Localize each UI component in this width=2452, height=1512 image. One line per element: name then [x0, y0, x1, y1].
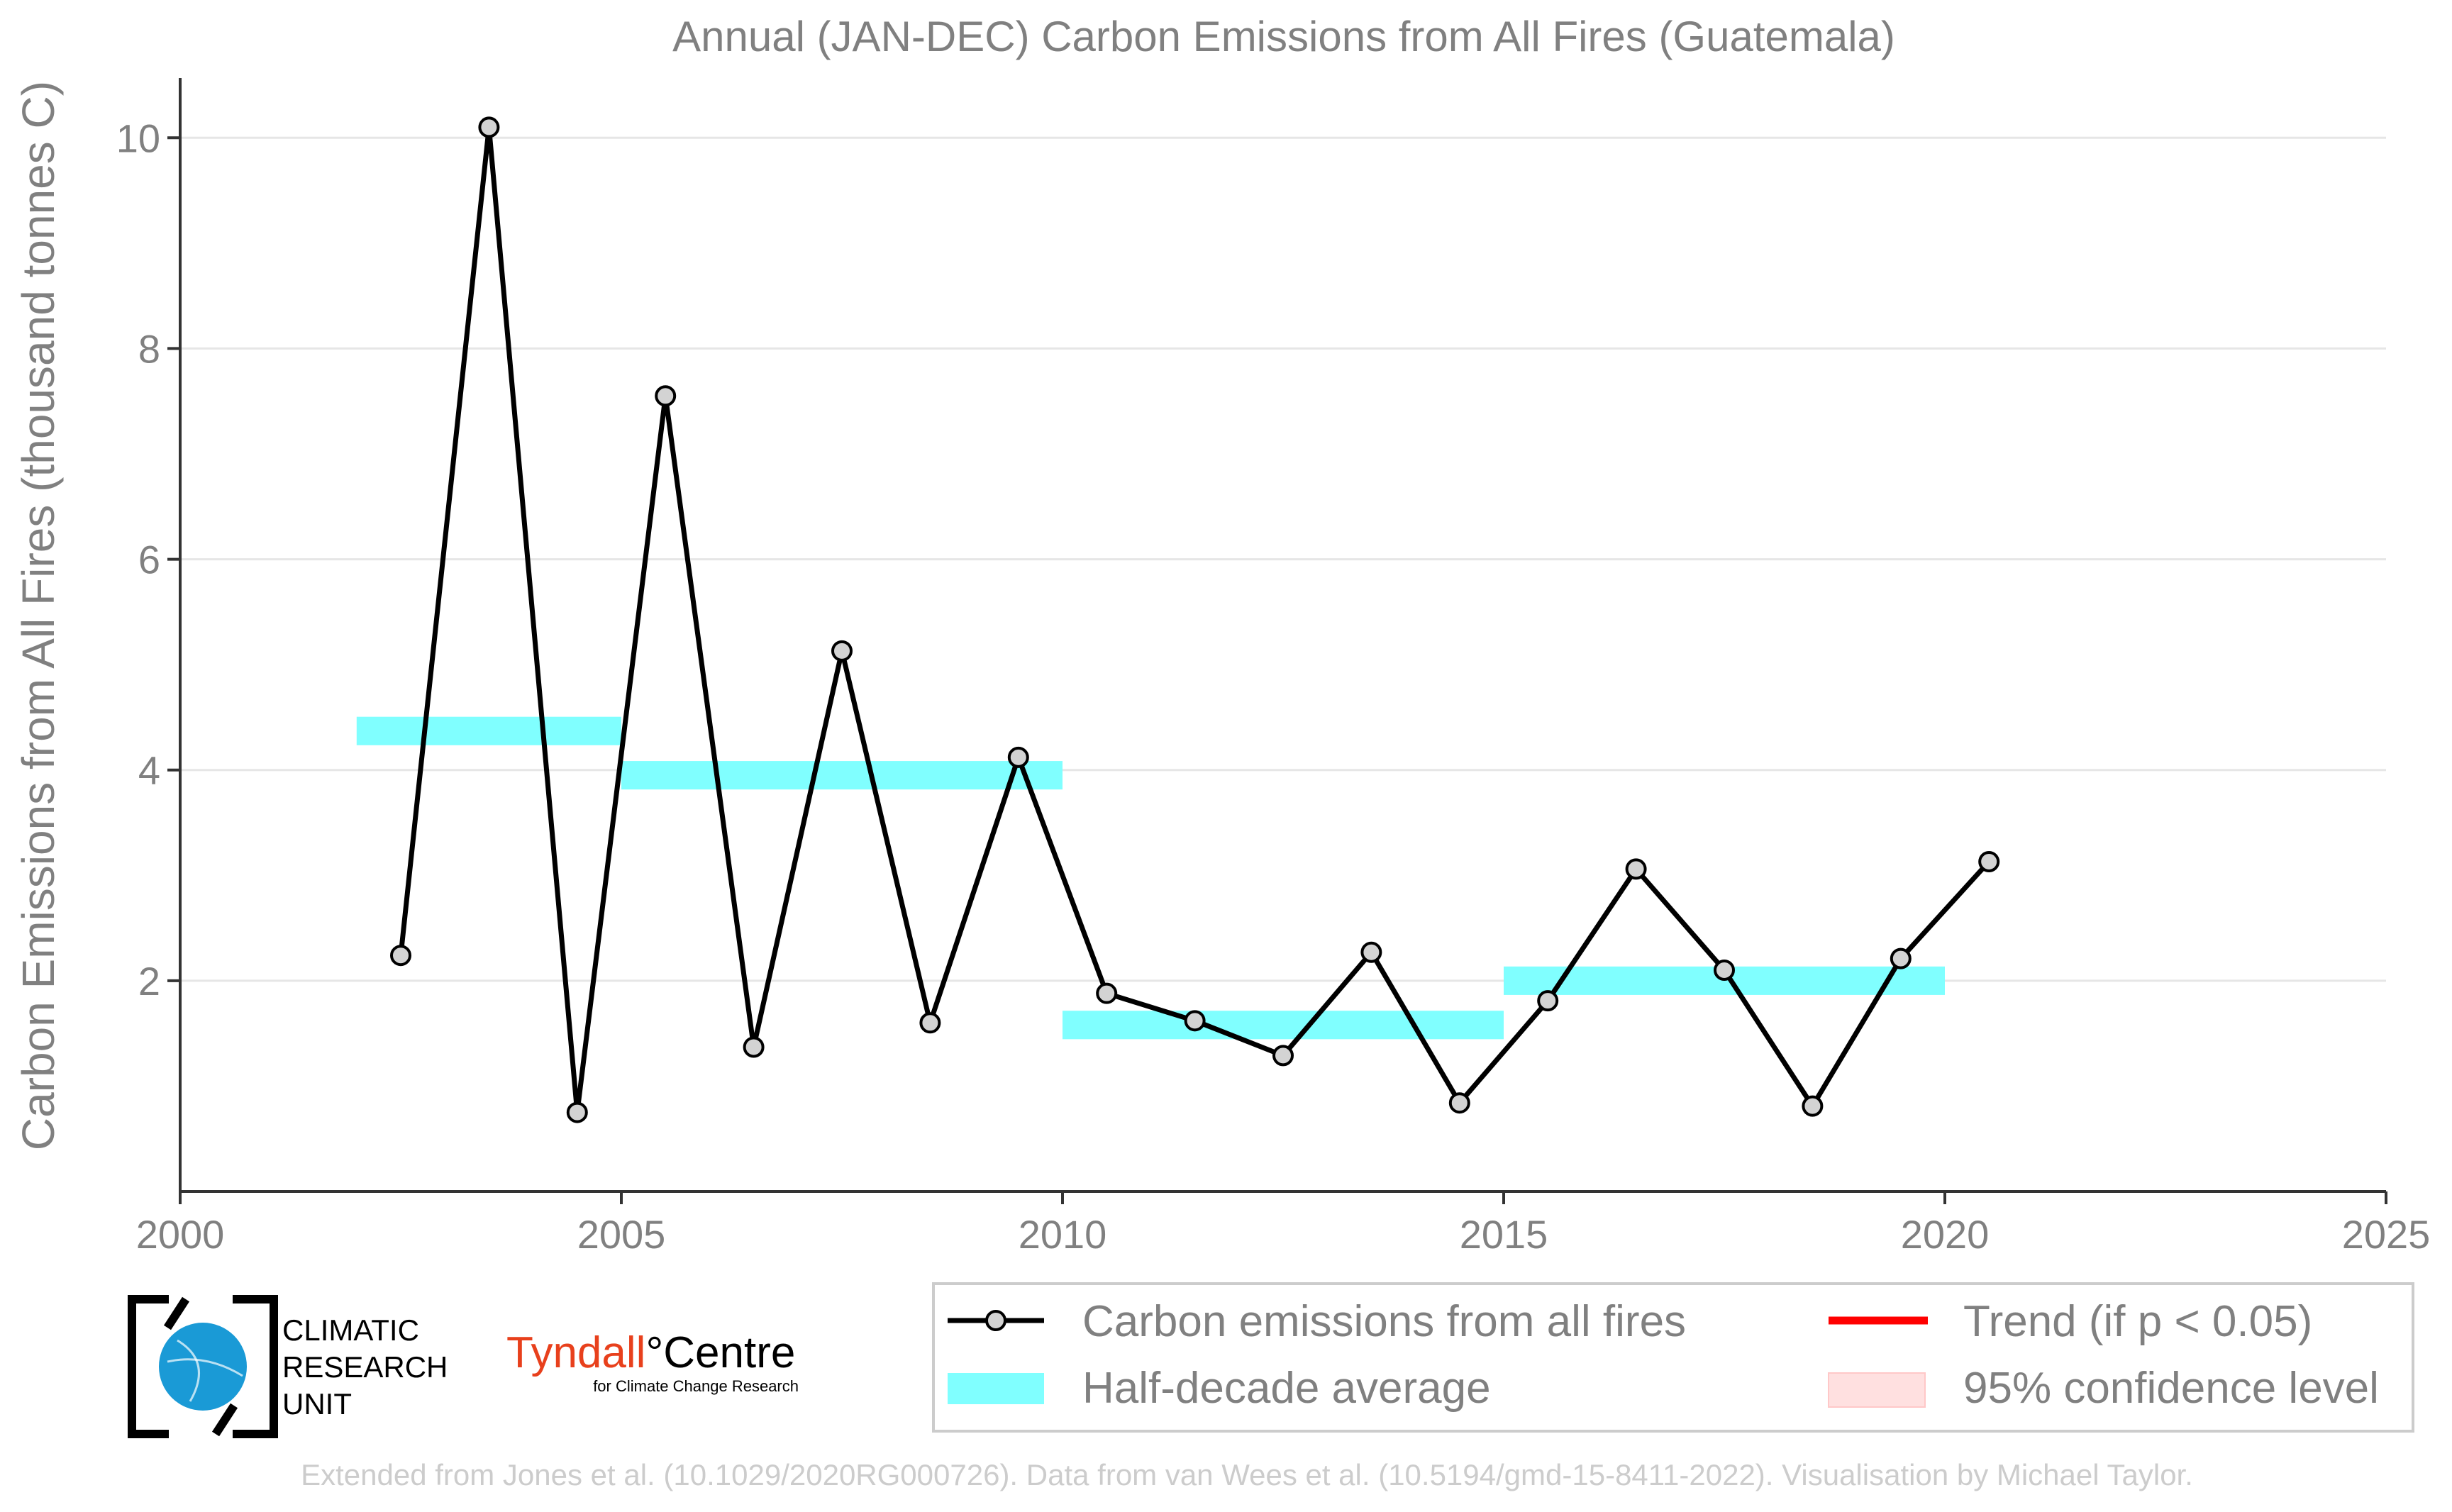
x-tick-label-2010: 2010 [1019, 1212, 1107, 1257]
y-tick-label-6: 6 [138, 538, 160, 582]
data-point-16 [1802, 1095, 1824, 1117]
legend-label-confidence: 95% confidence level [1963, 1364, 2379, 1413]
legend-label-emissions: Carbon emissions from all fires [1082, 1297, 1686, 1346]
y-tick-label-2: 2 [138, 959, 160, 1004]
cru-logo-bracket-right [233, 1295, 278, 1438]
data-point-12 [1448, 1092, 1470, 1114]
cru-logo-slash-top [163, 1296, 190, 1330]
x-tick-label-2025: 2025 [2342, 1212, 2431, 1257]
data-point-7 [1007, 746, 1029, 768]
legend-swatch-emissions-marker [985, 1310, 1006, 1331]
cru-logo-bracket-left [128, 1295, 169, 1438]
axes: 2 4 6 8 10 2000 2005 2010 2015 2020 2025 [116, 78, 2431, 1257]
legend-swatch-half-decade [948, 1373, 1044, 1404]
half-decade-band-1 [621, 761, 1063, 790]
series-carbon-emissions [390, 116, 2000, 1123]
cru-line-3: UNIT [282, 1387, 352, 1421]
footer-credit: Extended from Jones et al. (10.1029/2020… [301, 1458, 2193, 1491]
cru-globe-meridian [177, 1339, 200, 1402]
data-point-17 [1890, 947, 1912, 969]
data-point-4 [743, 1036, 765, 1058]
y-axis-label: Carbon Emissions from All Fires (thousan… [13, 81, 64, 1150]
half-decade-band-0 [356, 716, 621, 745]
legend-swatch-confidence [1828, 1372, 1926, 1408]
data-point-1 [478, 116, 500, 138]
x-tick-label-2005: 2005 [577, 1212, 666, 1257]
legend-label-trend: Trend (if p < 0.05) [1963, 1297, 2312, 1346]
data-point-9 [1184, 1010, 1206, 1032]
x-tick-label-2000: 2000 [136, 1212, 225, 1257]
tyndall-logo: Tyndall°Centre for Climate Change Resear… [506, 1328, 799, 1395]
cru-line-2: RESEARCH [282, 1350, 448, 1384]
tyndall-name: Tyndall°Centre [506, 1328, 795, 1377]
tyndall-centre: °Centre [645, 1328, 795, 1377]
data-point-5 [831, 640, 853, 662]
y-tick-label-4: 4 [138, 748, 160, 793]
x-tick-label-2020: 2020 [1901, 1212, 1990, 1257]
data-point-10 [1272, 1045, 1294, 1067]
y-tick-label-8: 8 [138, 326, 160, 371]
cru-globe-parallel [167, 1358, 243, 1377]
legend-frame [932, 1282, 2414, 1433]
legend-label-half-decade: Half-decade average [1082, 1364, 1491, 1413]
y-tick-label-10: 10 [116, 116, 160, 160]
chart-title: Annual (JAN-DEC) Carbon Emissions from A… [672, 13, 1895, 60]
cru-line-1: CLIMATIC [282, 1313, 419, 1347]
data-point-14 [1625, 858, 1647, 880]
tyndall-main: Tyndall [506, 1328, 645, 1377]
tyndall-sub: for Climate Change Research [593, 1377, 799, 1395]
data-point-11 [1360, 941, 1382, 963]
data-point-18 [1978, 850, 2000, 872]
cru-globe-icon [159, 1323, 247, 1411]
data-point-15 [1714, 960, 1735, 981]
x-tick-label-2015: 2015 [1460, 1212, 1548, 1257]
grid-lines [180, 136, 2386, 982]
data-point-2 [566, 1101, 588, 1123]
legend: Carbon emissions from all fires Trend (i… [932, 1282, 2414, 1433]
cru-logo-slash-bottom [211, 1403, 238, 1437]
data-point-3 [655, 385, 677, 407]
data-point-8 [1096, 982, 1118, 1004]
data-point-13 [1537, 990, 1559, 1012]
data-point-6 [919, 1012, 941, 1034]
data-point-0 [390, 945, 411, 967]
series-line [398, 124, 1991, 1116]
half-decade-average-bands [356, 716, 1945, 1040]
cru-logo: CLIMATIC RESEARCH UNIT [128, 1295, 448, 1438]
half-decade-band-2 [1063, 1011, 1504, 1040]
